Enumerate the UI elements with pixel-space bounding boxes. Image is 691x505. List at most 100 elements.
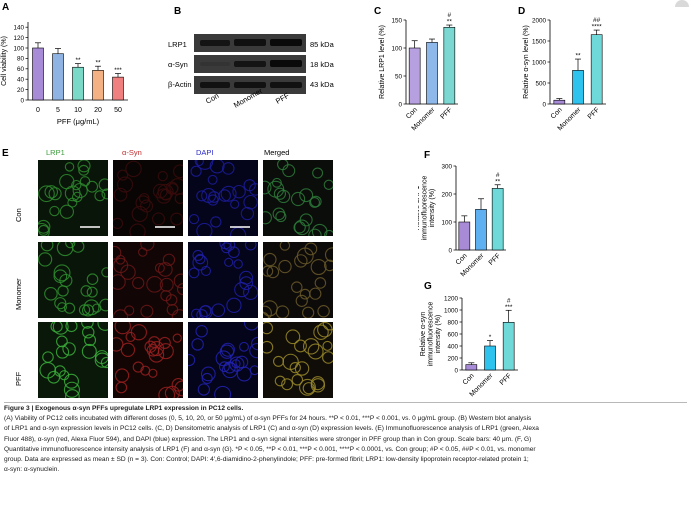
cell-outline xyxy=(223,242,236,251)
cell-outline xyxy=(201,372,213,385)
cell-outline xyxy=(263,211,272,225)
y-axis-label: intensity (%) xyxy=(429,189,436,228)
cell-outline xyxy=(53,264,71,282)
cell-outline xyxy=(309,197,320,208)
panel-label-g: G xyxy=(424,281,432,292)
cell-outline xyxy=(81,322,94,329)
cell-outline xyxy=(38,219,51,234)
x-tick-label: 0 xyxy=(36,107,40,114)
cell-outline xyxy=(190,165,202,177)
y-tick-label: 120 xyxy=(13,35,24,42)
cell-outline xyxy=(140,304,154,318)
cell-outline xyxy=(196,190,208,202)
bar xyxy=(465,364,478,371)
if-micrograph xyxy=(263,322,333,398)
cell-outline xyxy=(64,302,76,314)
if-micrograph xyxy=(38,242,108,318)
y-tick-label: 60 xyxy=(17,66,25,73)
cell-outline xyxy=(125,160,142,178)
if-row-con: Con xyxy=(14,208,23,222)
bar xyxy=(458,221,471,251)
cell-outline xyxy=(171,309,183,318)
y-tick-label: 500 xyxy=(535,80,546,87)
significance-label: **** xyxy=(592,24,603,31)
cell-outline xyxy=(77,160,91,173)
cell-outline xyxy=(80,285,92,297)
cell-outline xyxy=(44,286,58,301)
cell-outline xyxy=(274,375,286,387)
cell-outline xyxy=(59,370,70,381)
cell-outline xyxy=(65,242,76,249)
if-micrograph xyxy=(113,160,183,236)
cell-outline xyxy=(220,342,235,357)
cell-outline xyxy=(295,294,308,307)
cell-outline xyxy=(101,188,108,200)
cell-outline xyxy=(174,380,183,397)
cell-outline xyxy=(152,212,165,226)
y-tick-label: 1500 xyxy=(532,38,547,45)
cell-outline xyxy=(120,342,136,357)
significance-label: ** xyxy=(575,53,581,60)
if-micrograph xyxy=(263,242,333,318)
cell-outline xyxy=(275,305,290,318)
chart-g-asyn-if: 0 200 400 600 800 1000 1200 Relative α-syn immun… xyxy=(420,295,518,398)
if-micrograph xyxy=(38,322,108,398)
cell-outline xyxy=(171,378,183,392)
caption-line: (A) Viability of PC12 cells incubated wi… xyxy=(4,415,532,423)
if-row-monomer: Monomer xyxy=(14,278,23,310)
cell-outline xyxy=(275,211,287,223)
cell-outline xyxy=(314,277,327,289)
cell-outline xyxy=(125,331,136,342)
cell-outline xyxy=(98,178,108,191)
bar xyxy=(92,70,104,101)
cell-outline xyxy=(101,267,108,278)
cell-outline xyxy=(53,269,68,284)
cell-outline xyxy=(299,213,313,227)
cell-outline xyxy=(239,341,249,352)
cell-outline xyxy=(324,247,333,263)
cell-outline xyxy=(170,212,183,226)
cell-outline xyxy=(240,206,255,221)
significance-label: ** xyxy=(95,60,101,67)
significance-label: ** xyxy=(447,19,453,26)
cell-outline xyxy=(54,297,67,310)
cell-outline xyxy=(113,187,128,202)
cell-outline xyxy=(233,259,243,269)
cell-outline xyxy=(140,242,155,251)
chart-a-viability: 0 20 40 60 80 100 120 140 Cell viability (%) 0 5 **… xyxy=(1,22,128,126)
cell-outline xyxy=(158,386,176,398)
cell-outline xyxy=(313,324,329,340)
cell-outline xyxy=(52,322,69,335)
bar xyxy=(408,47,421,105)
cell-outline xyxy=(84,334,97,347)
cell-outline xyxy=(124,305,135,316)
cell-outline xyxy=(196,222,213,236)
cell-outline xyxy=(279,242,291,251)
band-label-actin: β-Actin xyxy=(168,80,192,89)
bar xyxy=(443,26,456,105)
western-blot: LRP1 α-Syn β-Actin 85 kDa 18 kDa 43 kDa … xyxy=(168,30,378,130)
cell-outline xyxy=(235,355,249,369)
y-axis-label: intensity (%) xyxy=(435,315,442,354)
cell-outline xyxy=(312,167,324,179)
cell-outline xyxy=(249,343,258,359)
cell-outline xyxy=(309,287,322,300)
cell-outline xyxy=(197,383,211,396)
cell-outline xyxy=(293,221,306,234)
cell-outline xyxy=(65,389,80,398)
y-tick-label: 100 xyxy=(391,45,402,52)
x-tick-label: Con xyxy=(550,106,564,120)
y-tick-label: 100 xyxy=(13,45,24,52)
if-micrograph xyxy=(263,160,333,236)
y-axis-label: immunofluorescence xyxy=(422,176,429,241)
y-tick-label: 80 xyxy=(17,56,25,63)
cell-outline xyxy=(44,185,58,199)
significance-label-vs-monomer: # xyxy=(448,12,452,19)
bar xyxy=(32,47,44,101)
micrograph-background xyxy=(38,322,108,398)
cell-outline xyxy=(323,229,333,236)
cell-outline xyxy=(220,185,237,202)
panel-label-c: C xyxy=(374,6,382,17)
